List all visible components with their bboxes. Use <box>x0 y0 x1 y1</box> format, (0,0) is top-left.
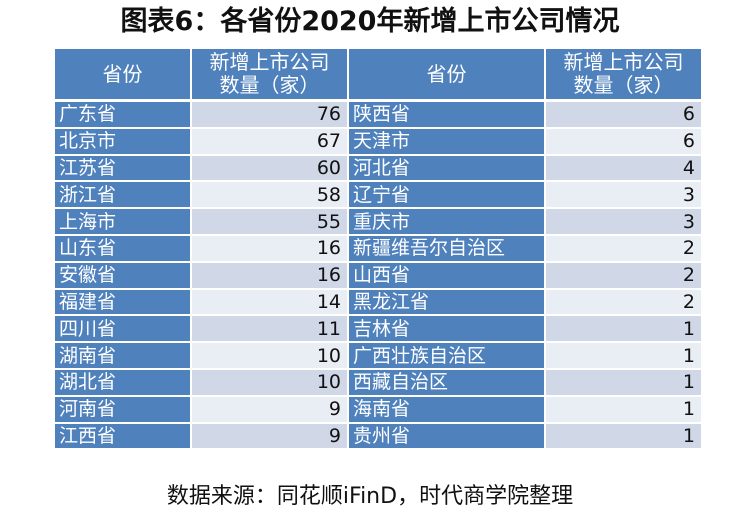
count-left-cell: 9 <box>192 423 349 451</box>
count-left-cell: 76 <box>192 102 349 129</box>
count-right-cell: 1 <box>546 343 703 370</box>
province-left-cell: 山东省 <box>55 235 192 263</box>
province-right-cell: 山西省 <box>349 262 546 290</box>
province-left-cell: 安徽省 <box>55 262 192 290</box>
header-count-right-line2: 数量（家） <box>573 73 674 97</box>
province-left-cell: 浙江省 <box>55 182 192 210</box>
province-right-cell: 陕西省 <box>349 102 546 129</box>
figure-title: 图表6：各省份2020年新增上市公司情况 <box>120 6 620 37</box>
count-left-cell: 14 <box>192 289 349 317</box>
province-right-cell: 吉林省 <box>349 316 546 344</box>
count-left-cell: 10 <box>192 343 349 370</box>
province-right-cell: 西藏自治区 <box>349 369 546 397</box>
province-right-cell: 海南省 <box>349 396 546 424</box>
province-right-cell: 辽宁省 <box>349 182 546 210</box>
count-right-cell: 6 <box>546 102 703 129</box>
province-right-cell: 重庆市 <box>349 209 546 236</box>
province-right-cell: 黑龙江省 <box>349 289 546 317</box>
province-right-cell: 河北省 <box>349 155 546 183</box>
table-row: 浙江省 58 辽宁省 3 <box>55 182 703 210</box>
header-count-left-line1: 新增上市公司 <box>209 50 330 74</box>
header-province-left: 省份 <box>55 49 192 102</box>
count-right-cell: 3 <box>546 182 703 210</box>
count-left-cell: 11 <box>192 316 349 344</box>
table-row: 江西省 9 贵州省 1 <box>55 423 703 451</box>
count-left-cell: 16 <box>192 235 349 263</box>
province-left-cell: 广东省 <box>55 102 192 129</box>
table-row: 河南省 9 海南省 1 <box>55 396 703 424</box>
province-left-cell: 江苏省 <box>55 155 192 183</box>
count-right-cell: 1 <box>546 396 703 424</box>
count-left-cell: 55 <box>192 209 349 236</box>
count-left-cell: 67 <box>192 128 349 156</box>
table-row: 湖南省 10 广西壮族自治区 1 <box>55 343 703 370</box>
table-row: 安徽省 16 山西省 2 <box>55 262 703 290</box>
province-left-cell: 北京市 <box>55 128 192 156</box>
count-left-cell: 58 <box>192 182 349 210</box>
province-right-cell: 贵州省 <box>349 423 546 451</box>
count-right-cell: 1 <box>546 316 703 344</box>
count-left-cell: 60 <box>192 155 349 183</box>
count-left-cell: 16 <box>192 262 349 290</box>
count-right-cell: 2 <box>546 289 703 317</box>
province-right-cell: 天津市 <box>349 128 546 156</box>
count-left-cell: 10 <box>192 369 349 397</box>
province-left-cell: 四川省 <box>55 316 192 344</box>
count-left-cell: 9 <box>192 396 349 424</box>
header-count-right-line1: 新增上市公司 <box>563 50 684 74</box>
count-right-cell: 1 <box>546 423 703 451</box>
data-source-note: 数据来源：同花顺iFinD，时代商学院整理 <box>166 484 574 509</box>
province-left-cell: 河南省 <box>55 396 192 424</box>
province-right-cell: 新疆维吾尔自治区 <box>349 235 546 263</box>
table-row: 山东省 16 新疆维吾尔自治区 2 <box>55 235 703 263</box>
header-count-right: 新增上市公司 数量（家） <box>546 49 703 102</box>
header-count-left-line2: 数量（家） <box>219 73 320 97</box>
table-row: 福建省 14 黑龙江省 2 <box>55 289 703 317</box>
count-right-cell: 2 <box>546 235 703 263</box>
table-row: 江苏省 60 河北省 4 <box>55 155 703 183</box>
province-left-cell: 江西省 <box>55 423 192 451</box>
header-province-right: 省份 <box>349 49 546 102</box>
province-left-cell: 上海市 <box>55 209 192 236</box>
header-count-left: 新增上市公司 数量（家） <box>192 49 349 102</box>
table-row: 广东省 76 陕西省 6 <box>55 102 703 129</box>
table-row: 上海市 55 重庆市 3 <box>55 209 703 236</box>
province-left-cell: 湖南省 <box>55 343 192 370</box>
province-right-cell: 广西壮族自治区 <box>349 343 546 370</box>
count-right-cell: 4 <box>546 155 703 183</box>
province-left-cell: 湖北省 <box>55 369 192 397</box>
count-right-cell: 3 <box>546 209 703 236</box>
count-right-cell: 2 <box>546 262 703 290</box>
listed-companies-table: 省份 新增上市公司 数量（家） 省份 新增上市公司 数量（家） 广东省 76 陕… <box>55 49 703 451</box>
count-right-cell: 1 <box>546 369 703 397</box>
table-row: 四川省 11 吉林省 1 <box>55 316 703 344</box>
count-right-cell: 6 <box>546 128 703 156</box>
table-row: 湖北省 10 西藏自治区 1 <box>55 369 703 397</box>
province-left-cell: 福建省 <box>55 289 192 317</box>
table-header-row: 省份 新增上市公司 数量（家） 省份 新增上市公司 数量（家） <box>55 49 703 102</box>
table-row: 北京市 67 天津市 6 <box>55 128 703 156</box>
